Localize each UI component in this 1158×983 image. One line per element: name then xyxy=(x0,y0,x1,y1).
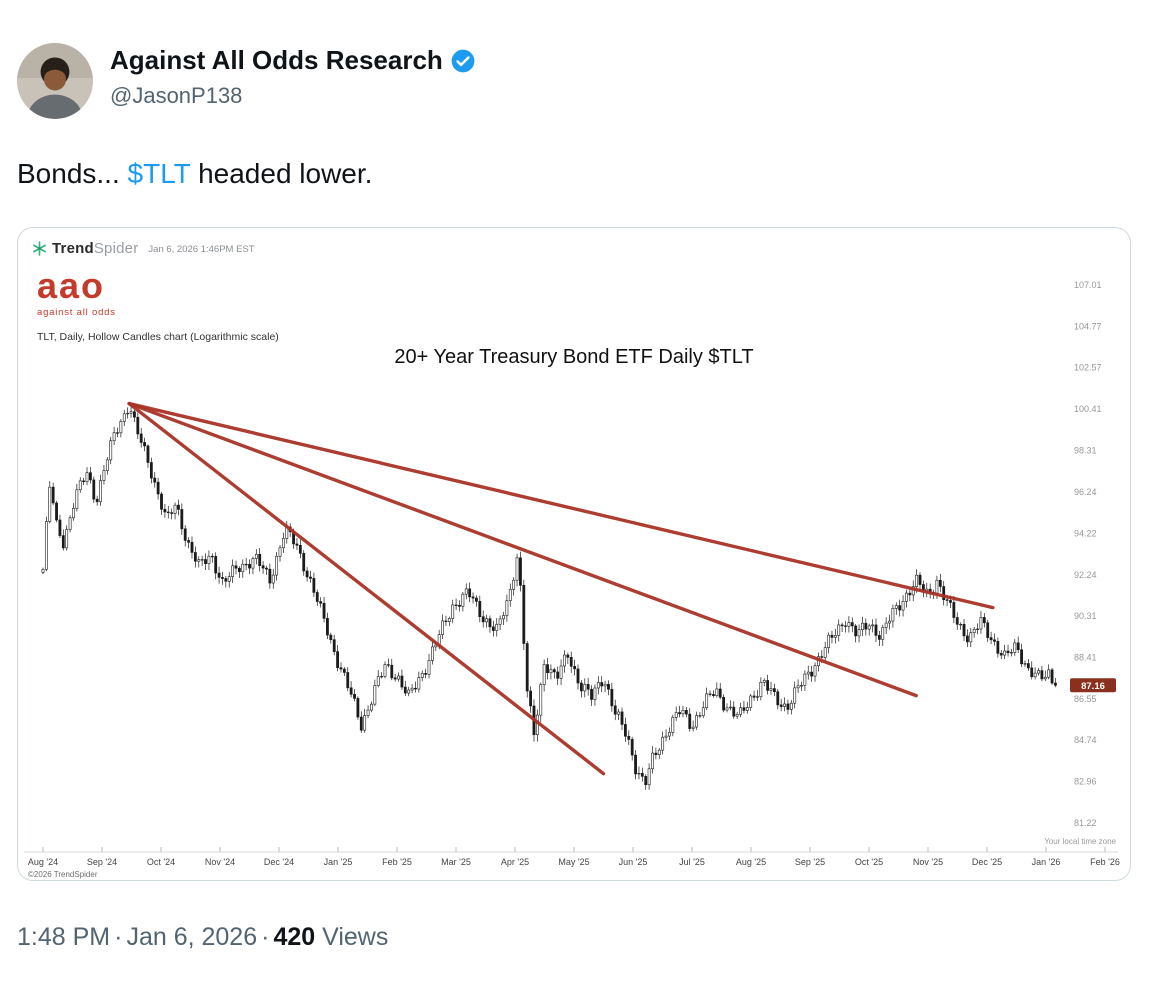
candles xyxy=(41,407,1057,791)
trend-lines xyxy=(127,402,995,776)
svg-text:Apr '25: Apr '25 xyxy=(501,857,529,867)
y-axis-labels: 107.01 104.77 102.57 100.41 98.31 96.24 94.22 9… xyxy=(1074,280,1102,828)
svg-text:81.22: 81.22 xyxy=(1074,818,1097,828)
tweet-header: Against All Odds Research @JasonP138 xyxy=(17,43,1136,119)
tweet-text-part1: Bonds... xyxy=(17,158,128,189)
author-name[interactable]: Against All Odds Research xyxy=(110,45,443,75)
svg-text:90.31: 90.31 xyxy=(1074,611,1097,621)
svg-text:Oct '24: Oct '24 xyxy=(147,857,175,867)
author-handle[interactable]: @JasonP138 xyxy=(110,82,243,108)
separator: · xyxy=(261,923,270,952)
chart-title: 20+ Year Treasury Bond ETF Daily $TLT xyxy=(394,346,754,369)
svg-text:Sep '24: Sep '24 xyxy=(87,857,117,867)
svg-text:82.96: 82.96 xyxy=(1074,777,1097,787)
author-block: Against All Odds Research @JasonP138 xyxy=(110,43,476,109)
svg-text:Jan '25: Jan '25 xyxy=(324,857,353,867)
avatar-image xyxy=(17,43,93,119)
svg-text:Feb '26: Feb '26 xyxy=(1090,857,1120,867)
tweet-text-part2: headed lower. xyxy=(190,158,373,189)
verified-badge-icon xyxy=(451,49,475,73)
chart-meta-line: TLT, Daily, Hollow Candles chart (Logari… xyxy=(37,331,279,344)
timezone-note: Your local time zone xyxy=(1044,837,1116,846)
svg-text:107.01: 107.01 xyxy=(1074,280,1102,290)
svg-text:May '25: May '25 xyxy=(558,857,589,867)
price-badge: 87.16 xyxy=(1070,678,1116,693)
tweet-text: Bonds... $TLT headed lower. xyxy=(17,156,1136,192)
tweet-time: 1:48 PM xyxy=(17,923,111,952)
svg-text:88.41: 88.41 xyxy=(1074,653,1097,663)
cashtag-link[interactable]: $TLT xyxy=(127,158,191,189)
separator: · xyxy=(114,923,123,952)
svg-text:92.24: 92.24 xyxy=(1074,570,1097,580)
chart-timestamp: Jan 6, 2026 1:46PM EST xyxy=(148,244,255,256)
svg-text:Jun '25: Jun '25 xyxy=(619,857,648,867)
svg-text:96.24: 96.24 xyxy=(1074,487,1097,497)
svg-text:Aug '25: Aug '25 xyxy=(736,857,766,867)
tweet-date: Jan 6, 2026 xyxy=(126,923,258,952)
svg-text:Dec '25: Dec '25 xyxy=(972,857,1002,867)
svg-text:Oct '25: Oct '25 xyxy=(855,857,883,867)
svg-text:104.77: 104.77 xyxy=(1074,322,1102,332)
svg-text:94.22: 94.22 xyxy=(1074,529,1097,539)
aao-logo-text: aao xyxy=(37,265,106,307)
tweet-meta: 1:48 PM · Jan 6, 2026 · 420 Views xyxy=(17,923,1136,952)
price-chart-svg: Aug '24 Sep '24 Oct '24 Nov '24 Dec '24 Jan '… xyxy=(24,280,1120,879)
svg-text:84.74: 84.74 xyxy=(1074,736,1097,746)
svg-text:Nov '24: Nov '24 xyxy=(205,857,235,867)
svg-text:Aug '24: Aug '24 xyxy=(28,857,58,867)
svg-text:Feb '25: Feb '25 xyxy=(382,857,412,867)
avatar[interactable] xyxy=(17,43,93,119)
svg-text:Jan '26: Jan '26 xyxy=(1032,857,1061,867)
svg-text:Dec '24: Dec '24 xyxy=(264,857,294,867)
svg-text:98.31: 98.31 xyxy=(1074,446,1097,456)
svg-text:100.41: 100.41 xyxy=(1074,405,1102,415)
provider-name-bold: Trend xyxy=(52,240,94,258)
svg-text:Sep '25: Sep '25 xyxy=(795,857,825,867)
views-count: 420 xyxy=(273,923,316,952)
x-axis-labels: Aug '24 Sep '24 Oct '24 Nov '24 Dec '24 Jan '… xyxy=(28,847,1120,867)
svg-text:86.55: 86.55 xyxy=(1074,694,1097,704)
aao-logo: aao against all odds xyxy=(37,265,116,319)
provider-name-light: Spider xyxy=(93,240,139,258)
chart-card[interactable]: TrendSpider Jan 6, 2026 1:46PM EST aao a… xyxy=(17,227,1131,882)
svg-text:Jul '25: Jul '25 xyxy=(679,857,705,867)
trendspider-icon xyxy=(33,241,46,257)
trendspider-logo: TrendSpider Jan 6, 2026 1:46PM EST xyxy=(32,240,255,257)
svg-text:Nov '25: Nov '25 xyxy=(913,857,943,867)
svg-text:102.57: 102.57 xyxy=(1074,363,1102,373)
views-label[interactable]: Views xyxy=(322,923,389,952)
aao-logo-subtext: against all odds xyxy=(37,307,116,319)
svg-text:87.16: 87.16 xyxy=(1081,681,1105,692)
svg-text:Mar '25: Mar '25 xyxy=(441,857,471,867)
chart-copyright: ©2026 TrendSpider xyxy=(28,870,98,879)
